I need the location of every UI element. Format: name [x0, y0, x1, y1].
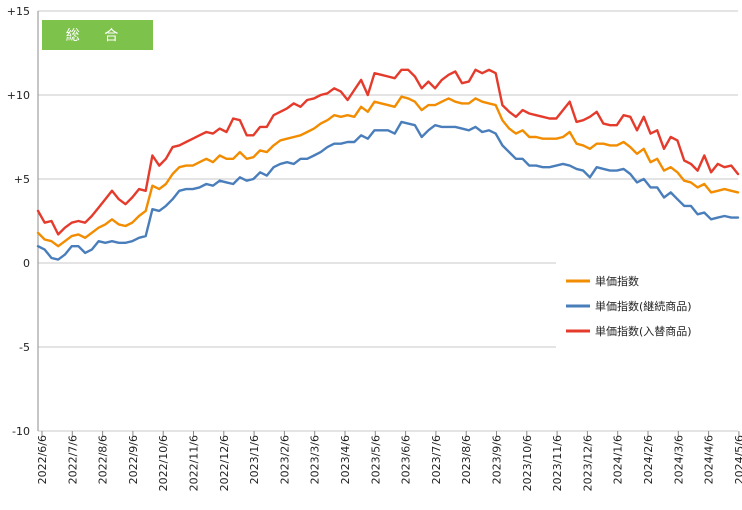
y-tick-label: +15 [7, 5, 30, 18]
x-tick-label: 2023/8/6 [460, 435, 473, 484]
legend-label-2: 単価指数(継続商品) [595, 299, 692, 313]
x-tick-label: 2023/10/6 [521, 435, 534, 491]
x-tick-label: 2024/3/6 [672, 435, 685, 484]
x-axis: 2022/6/6 2022/7/6 2022/8/6 2022/9/6 2022/10/… [36, 431, 742, 491]
x-tick-label: 2024/1/6 [612, 435, 625, 484]
x-tick-label: 2023/9/6 [491, 435, 504, 484]
y-tick-label: -5 [19, 341, 30, 354]
series-line-2 [36, 120, 740, 261]
badge: 総 合 [42, 20, 153, 50]
series-line-1 [36, 95, 740, 248]
y-tick-label: +10 [7, 89, 30, 102]
y-tick-label: +5 [14, 173, 30, 186]
x-tick-label: 2022/8/6 [97, 435, 110, 484]
badge-label: 総 合 [66, 28, 128, 44]
x-tick-label: 2022/10/6 [157, 435, 170, 491]
x-tick-label: 2022/6/6 [36, 435, 49, 484]
x-tick-label: 2023/2/6 [278, 435, 291, 484]
series-line-3 [36, 68, 740, 236]
legend-label-1: 単価指数 [595, 274, 639, 288]
x-tick-label: 2023/11/6 [551, 435, 564, 491]
x-tick-label: 2024/2/6 [642, 435, 655, 484]
series-layer [36, 68, 740, 261]
x-tick-label: 2022/7/6 [66, 435, 79, 484]
x-tick-label: 2022/11/6 [188, 435, 201, 491]
y-tick-label: -10 [12, 425, 30, 438]
x-tick-label: 2023/12/6 [581, 435, 594, 491]
x-tick-label: 2024/4/6 [703, 435, 716, 484]
x-tick-label: 2023/1/6 [248, 435, 261, 484]
x-tick-label: 2023/4/6 [339, 435, 352, 484]
x-tick-label: 2023/7/6 [430, 435, 443, 484]
y-tick-label: 0 [23, 257, 30, 270]
legend-label-3: 単価指数(入替商品) [595, 324, 692, 338]
y-axis: +15 +10 +5 0 -5 -10 [7, 5, 39, 438]
x-tick-label: 2024/5/6 [733, 435, 742, 484]
gridlines [38, 10, 738, 432]
x-tick-label: 2023/6/6 [400, 435, 413, 484]
x-tick-label: 2023/3/6 [309, 435, 322, 484]
x-tick-label: 2022/12/6 [218, 435, 231, 491]
x-tick-label: 2022/9/6 [127, 435, 140, 484]
x-tick-label: 2023/5/6 [369, 435, 382, 484]
badge-background [42, 20, 153, 50]
